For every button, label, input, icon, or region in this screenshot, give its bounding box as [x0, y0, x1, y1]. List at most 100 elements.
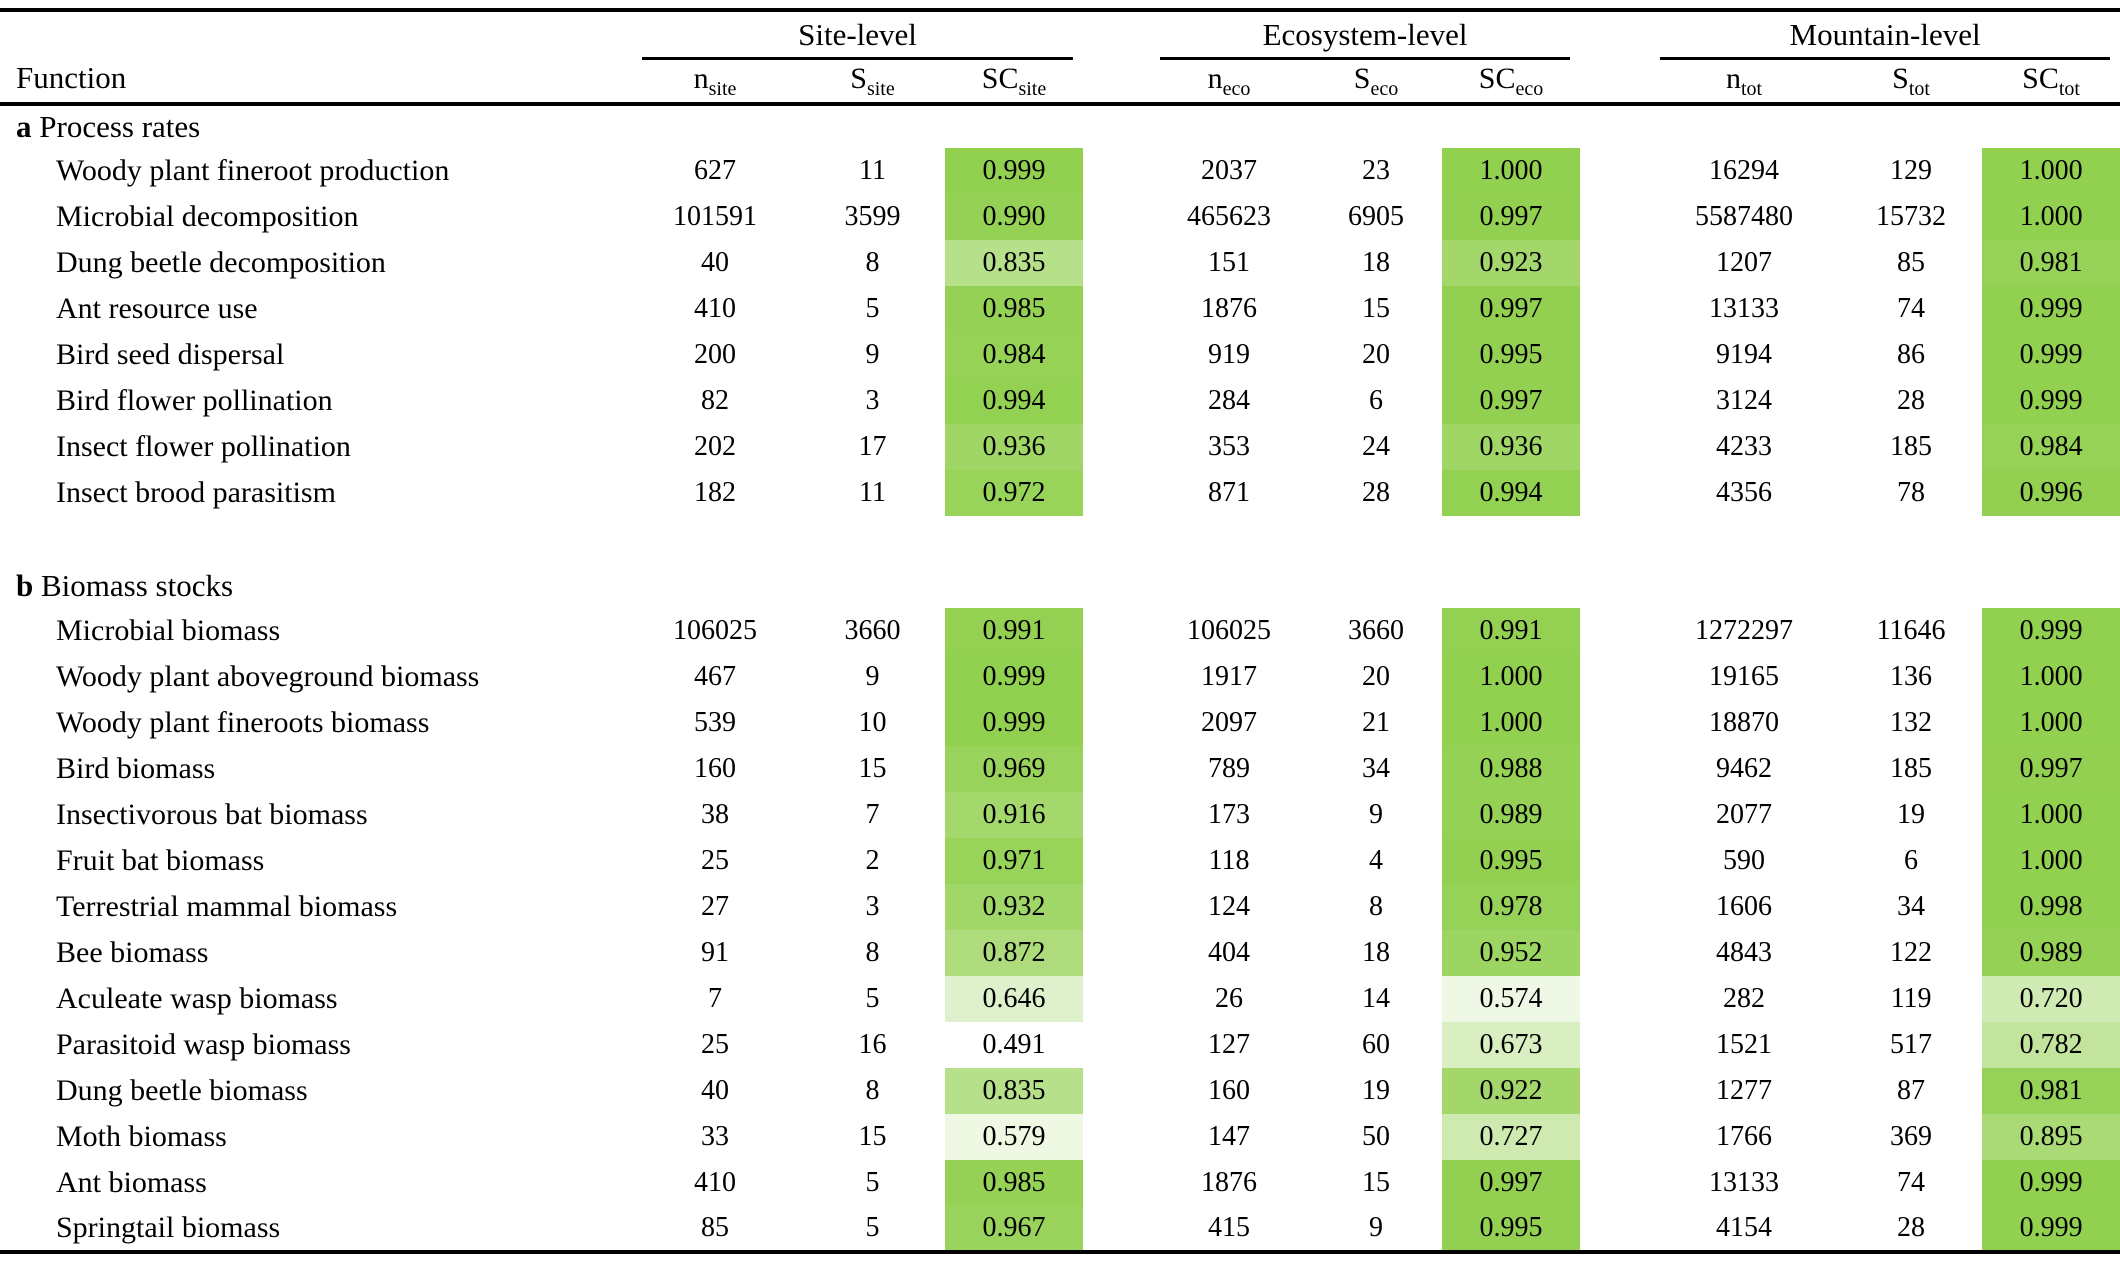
- s-tot-cell: 28: [1897, 1212, 1926, 1243]
- spacer-cell: [1580, 700, 1648, 746]
- group-header-site: Site-level: [630, 10, 1083, 60]
- sc-site-cell: 0.835: [945, 240, 1084, 286]
- n-tot-cell: 3124: [1716, 385, 1773, 416]
- n-site-cell: 85: [701, 1212, 729, 1243]
- n-eco-column-header: neco: [1148, 60, 1311, 106]
- section-gap-row: [0, 516, 2120, 564]
- n-tot-cell: 2077: [1716, 799, 1773, 830]
- s-site-cell: 5: [865, 293, 880, 324]
- sc-site-sub: site: [1018, 78, 1047, 100]
- sc-eco-cell: 0.727: [1442, 1114, 1581, 1160]
- spacer-cell: [1580, 930, 1648, 976]
- sc-eco-cell: 0.997: [1442, 1160, 1581, 1206]
- s-eco-column-header: Seco: [1310, 60, 1443, 106]
- sc-tot-cell: 0.999: [1982, 286, 2120, 332]
- table-row: Fruit bat biomass 25 2 0.971 118 4 0.995 590 6 1.…: [0, 838, 2120, 884]
- n-tot-cell: 4843: [1716, 937, 1773, 968]
- s-eco-sub: eco: [1370, 78, 1399, 100]
- sc-eco-sub: eco: [1515, 78, 1544, 100]
- s-tot-cell: 11646: [1876, 615, 1946, 646]
- s-site-main: S: [850, 62, 867, 95]
- n-eco-cell: 353: [1208, 431, 1251, 462]
- s-eco-cell: 18: [1362, 937, 1391, 968]
- s-tot-cell: 122: [1890, 937, 1933, 968]
- sc-eco-cell: 0.997: [1442, 378, 1581, 424]
- spacer-cell: [1083, 332, 1148, 378]
- sc-eco-cell: 0.574: [1442, 976, 1581, 1022]
- spacer-cell: [1580, 470, 1648, 516]
- sc-site-column-header: SCsite: [945, 60, 1084, 106]
- s-tot-cell: 369: [1890, 1121, 1933, 1152]
- s-site-cell: 11: [859, 477, 886, 508]
- s-tot-cell: 132: [1890, 707, 1933, 738]
- sc-site-cell: 0.999: [945, 148, 1084, 194]
- s-tot-column-header: Stot: [1840, 60, 1983, 106]
- sc-tot-cell: 0.984: [1982, 424, 2120, 470]
- sc-eco-cell: 1.000: [1442, 700, 1581, 746]
- sc-tot-cell: 0.996: [1982, 470, 2120, 516]
- n-tot-cell: 1766: [1716, 1121, 1773, 1152]
- sc-eco-main: SC: [1478, 62, 1516, 95]
- s-site-cell: 5: [865, 983, 880, 1014]
- n-site-cell: 467: [694, 661, 736, 692]
- s-site-cell: 9: [865, 661, 880, 692]
- table-row: Dung beetle biomass 40 8 0.835 160 19 0.922 127…: [0, 1068, 2120, 1114]
- table-row: Parasitoid wasp biomass 25 16 0.491 127 60 0.6…: [0, 1022, 2120, 1068]
- n-tot-cell: 19165: [1709, 661, 1780, 692]
- n-eco-cell: 127: [1208, 1029, 1251, 1060]
- table-row: Insect flower pollination 202 17 0.936 353 24…: [0, 424, 2120, 470]
- table-row: Woody plant fineroots biomass 539 10 0.999 2…: [0, 700, 2120, 746]
- s-tot-cell: 87: [1897, 1075, 1926, 1106]
- n-eco-cell: 2097: [1201, 707, 1258, 738]
- s-tot-cell: 6: [1904, 845, 1919, 876]
- sc-tot-cell: 0.720: [1982, 976, 2120, 1022]
- function-cell: Woody plant aboveground biomass: [56, 660, 480, 693]
- sc-tot-main: SC: [2022, 62, 2059, 95]
- s-eco-cell: 24: [1362, 431, 1391, 462]
- s-site-cell: 10: [858, 707, 887, 738]
- table-row: Ant biomass 410 5 0.985 1876 15 0.997 13133 74 0.…: [0, 1160, 2120, 1206]
- n-eco-cell: 871: [1208, 477, 1251, 508]
- n-site-cell: 25: [701, 1029, 729, 1060]
- n-tot-cell: 282: [1723, 983, 1766, 1014]
- s-eco-cell: 3660: [1348, 615, 1405, 646]
- s-eco-cell: 15: [1362, 1167, 1391, 1198]
- sc-site-cell: 0.994: [945, 378, 1084, 424]
- sc-tot-cell: 0.997: [1982, 746, 2120, 792]
- n-tot-cell: 18870: [1709, 707, 1780, 738]
- s-site-cell: 11: [859, 155, 886, 186]
- n-eco-cell: 1876: [1201, 1167, 1258, 1198]
- sc-tot-cell: 1.000: [1982, 654, 2120, 700]
- sc-eco-cell: 0.997: [1442, 286, 1581, 332]
- s-site-cell: 8: [865, 1075, 880, 1106]
- function-cell: Aculeate wasp biomass: [56, 982, 338, 1015]
- n-site-main: n: [693, 62, 709, 95]
- s-eco-cell: 60: [1362, 1029, 1391, 1060]
- sc-tot-cell: 0.999: [1982, 332, 2120, 378]
- n-site-cell: 25: [701, 845, 729, 876]
- sc-tot-cell: 1.000: [1982, 148, 2120, 194]
- s-eco-cell: 8: [1369, 891, 1384, 922]
- function-cell: Springtail biomass: [56, 1211, 281, 1244]
- sc-eco-cell: 1.000: [1442, 148, 1581, 194]
- spacer-cell: [1580, 424, 1648, 470]
- table-row: Bird flower pollination 82 3 0.994 284 6 0.997…: [0, 378, 2120, 424]
- function-cell: Bird biomass: [56, 752, 216, 785]
- n-site-cell: 410: [694, 1167, 736, 1198]
- n-tot-cell: 16294: [1709, 155, 1780, 186]
- s-tot-cell: 517: [1890, 1029, 1933, 1060]
- n-eco-cell: 26: [1215, 983, 1244, 1014]
- table-body: a Process rates Woody plant fineroot prod…: [0, 104, 2120, 1252]
- s-site-cell: 9: [865, 339, 880, 370]
- sc-eco-cell: 0.936: [1442, 424, 1581, 470]
- function-cell: Bee biomass: [56, 936, 209, 969]
- n-tot-cell: 1272297: [1695, 615, 1794, 646]
- spacer-cell: [1083, 792, 1148, 838]
- section-key: b: [16, 568, 34, 603]
- s-eco-cell: 28: [1362, 477, 1391, 508]
- s-eco-cell: 6: [1369, 385, 1384, 416]
- n-tot-cell: 4233: [1716, 431, 1773, 462]
- sc-site-cell: 0.967: [945, 1206, 1084, 1252]
- group-label-site: Site-level: [642, 17, 1074, 60]
- sc-tot-cell: 0.999: [1982, 608, 2120, 654]
